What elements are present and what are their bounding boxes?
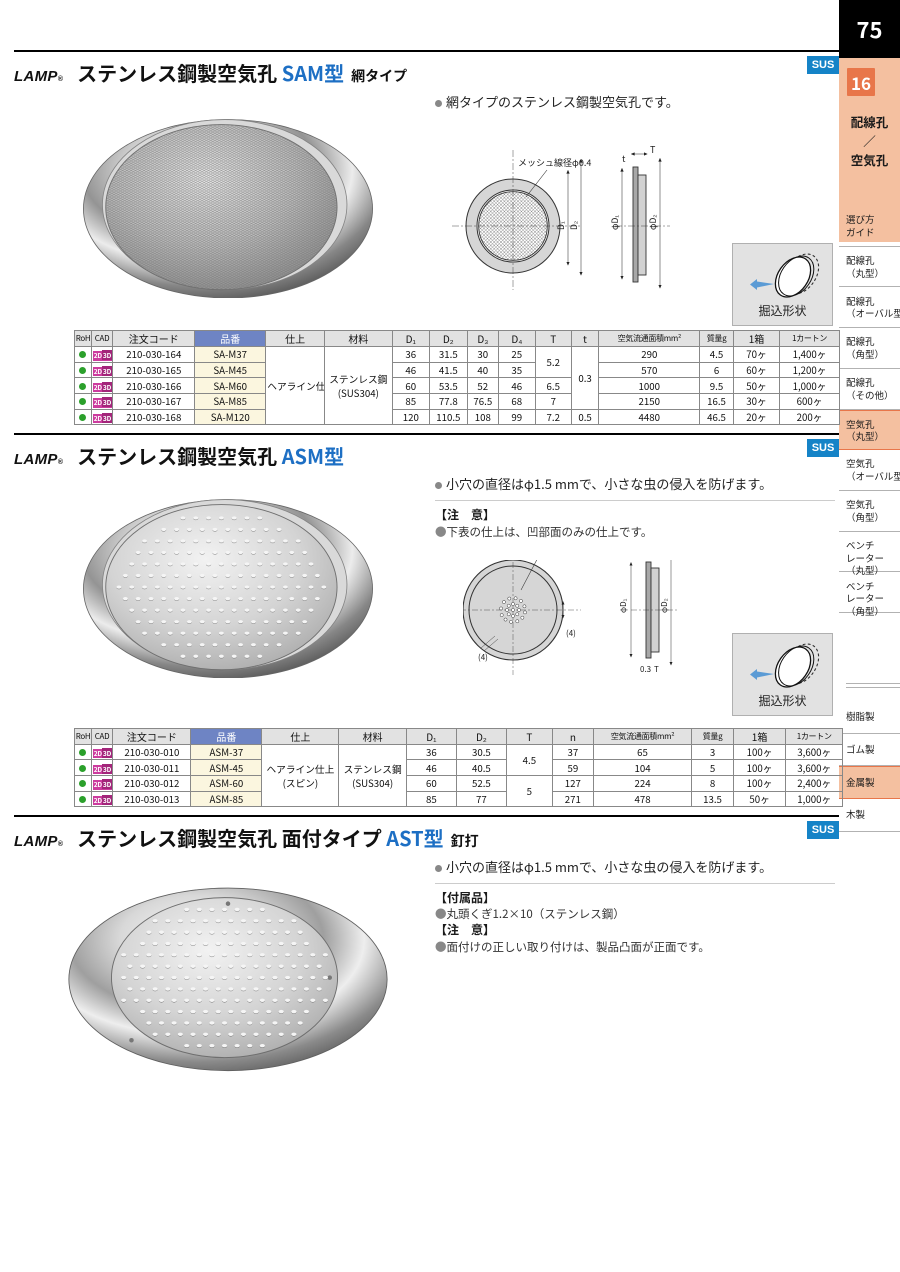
- svg-text:T: T: [654, 664, 659, 675]
- svg-text:t: t: [622, 152, 626, 165]
- svg-text:T: T: [650, 143, 656, 156]
- svg-text:φD₁: φD₁: [609, 215, 621, 230]
- svg-text:D₂: D₂: [568, 221, 580, 230]
- svg-text:φD₂: φD₂: [647, 214, 659, 230]
- svg-text:メッシュ線径φ0.4: メッシュ線径φ0.4: [518, 156, 591, 169]
- svg-text:0.3: 0.3: [640, 664, 651, 675]
- svg-text:(4): (4): [478, 652, 488, 663]
- svg-text:D₁: D₁: [555, 221, 567, 230]
- svg-text:φD₂: φD₂: [659, 598, 670, 613]
- svg-text:φD₁: φD₁: [618, 598, 629, 613]
- svg-text:(4): (4): [566, 628, 576, 639]
